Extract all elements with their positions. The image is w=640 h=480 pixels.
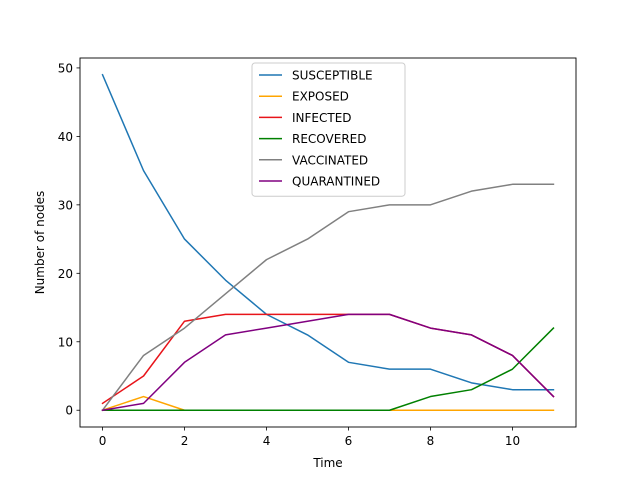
legend: SUSCEPTIBLE EXPOSED INFECTED RECOVERED VACCI… xyxy=(251,62,406,197)
y-tick-label: 10 xyxy=(58,335,73,349)
legend-label: QUARANTINED xyxy=(292,175,380,189)
y-tick-label: 50 xyxy=(58,61,73,75)
x-tick-label: 4 xyxy=(263,434,271,448)
x-tick-label: 0 xyxy=(99,434,107,448)
legend-label: EXPOSED xyxy=(292,90,349,104)
y-axis-label: Number of nodes xyxy=(33,191,47,295)
series-line-vaccinated xyxy=(101,183,555,412)
x-tick-label: 8 xyxy=(427,434,435,448)
series-line-recovered xyxy=(101,327,555,411)
series-line-quarantined xyxy=(101,313,555,412)
y-tick-label: 20 xyxy=(58,267,73,281)
x-tick-label: 2 xyxy=(181,434,189,448)
y-tick-label: 30 xyxy=(58,198,73,212)
series-line-susceptible xyxy=(101,73,555,391)
x-tick-label: 10 xyxy=(505,434,520,448)
legend-box xyxy=(251,62,406,197)
y-axis: 0 10 20 30 40 50 xyxy=(58,61,80,418)
legend-label: INFECTED xyxy=(292,111,352,125)
x-axis: 0 2 4 6 8 10 xyxy=(99,427,520,448)
series-layer xyxy=(101,73,555,412)
legend-label: SUSCEPTIBLE xyxy=(292,69,373,83)
x-axis-label: Time xyxy=(312,456,342,470)
legend-label: VACCINATED xyxy=(292,153,368,167)
legend-label: RECOVERED xyxy=(292,132,366,146)
y-tick-label: 40 xyxy=(58,130,73,144)
axes-frame xyxy=(79,57,577,428)
x-tick-label: 6 xyxy=(345,434,353,448)
y-tick-label: 0 xyxy=(65,404,73,418)
